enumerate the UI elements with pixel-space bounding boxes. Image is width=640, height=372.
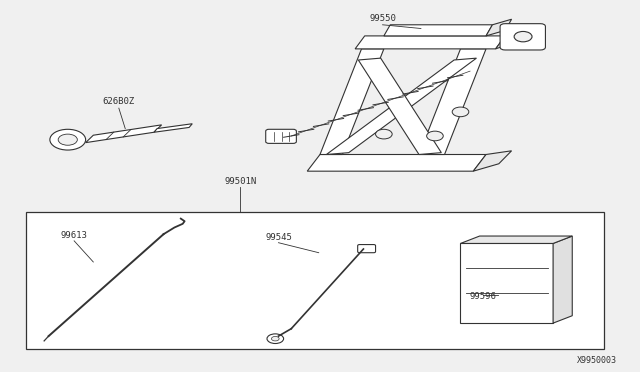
FancyBboxPatch shape bbox=[358, 244, 376, 253]
Polygon shape bbox=[486, 19, 511, 36]
Circle shape bbox=[271, 336, 279, 341]
Text: 99596: 99596 bbox=[469, 292, 496, 301]
Polygon shape bbox=[358, 58, 442, 154]
Circle shape bbox=[58, 134, 77, 145]
Polygon shape bbox=[495, 31, 521, 49]
Circle shape bbox=[376, 129, 392, 139]
Polygon shape bbox=[461, 236, 572, 243]
Text: X9950003: X9950003 bbox=[577, 356, 617, 365]
Text: 626B0Z: 626B0Z bbox=[102, 97, 135, 106]
Circle shape bbox=[514, 32, 532, 42]
Polygon shape bbox=[326, 58, 476, 154]
Circle shape bbox=[427, 131, 444, 141]
Polygon shape bbox=[154, 124, 192, 132]
Polygon shape bbox=[473, 151, 511, 171]
Polygon shape bbox=[307, 154, 486, 171]
Circle shape bbox=[50, 129, 86, 150]
Polygon shape bbox=[419, 49, 486, 154]
Polygon shape bbox=[553, 236, 572, 323]
Circle shape bbox=[267, 334, 284, 343]
Polygon shape bbox=[355, 36, 505, 49]
Polygon shape bbox=[320, 49, 384, 154]
FancyBboxPatch shape bbox=[500, 24, 545, 50]
Text: 99501N: 99501N bbox=[224, 177, 256, 186]
FancyBboxPatch shape bbox=[266, 129, 296, 143]
Polygon shape bbox=[86, 125, 162, 142]
Text: 99550: 99550 bbox=[369, 14, 396, 23]
Circle shape bbox=[452, 107, 468, 117]
Text: 99545: 99545 bbox=[265, 233, 292, 242]
Polygon shape bbox=[384, 25, 492, 36]
Bar bbox=[461, 243, 553, 323]
Bar bbox=[26, 212, 604, 349]
Text: 99613: 99613 bbox=[61, 231, 88, 240]
